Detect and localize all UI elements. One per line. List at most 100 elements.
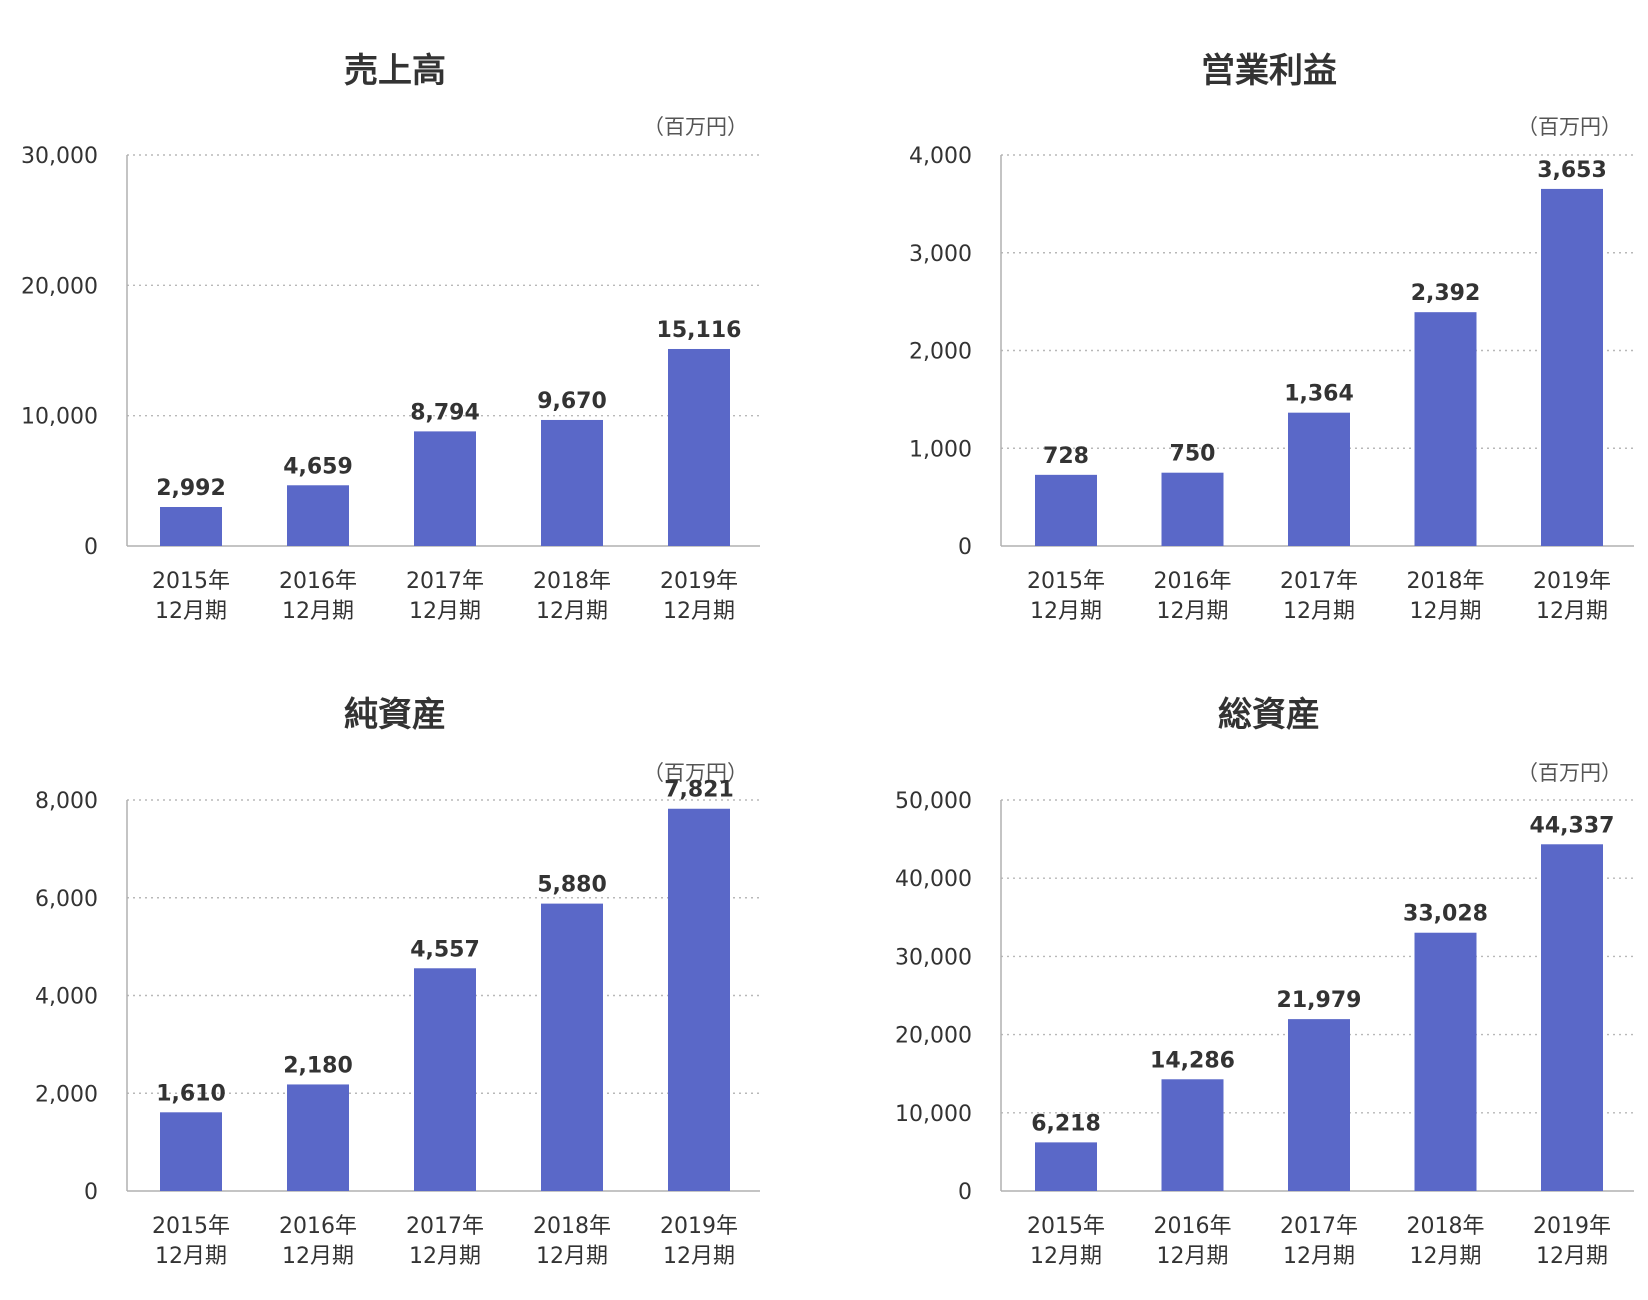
net-assets-y-tick-label: 4,000 [35, 985, 98, 1010]
sales-x-tick-label: 2016年 [279, 569, 357, 594]
sales-bar [287, 485, 349, 546]
net-assets-title: 純資産 [344, 695, 446, 735]
net-assets-y-tick-label: 2,000 [35, 1082, 98, 1107]
operating-income-data-label: 1,364 [1284, 382, 1354, 407]
sales-data-label: 15,116 [657, 318, 742, 343]
operating-income-unit-label: （百万円） [1517, 115, 1622, 139]
net-assets-data-label: 2,180 [283, 1053, 353, 1078]
sales-x-tick-label: 2019年 [660, 569, 738, 594]
sales-bar [414, 431, 476, 546]
total-assets-bar [1288, 1019, 1350, 1191]
operating-income-data-label: 3,653 [1537, 158, 1607, 183]
sales-chart: 売上高 （百万円） 0 10,000 20,000 30,000 2,992 2015年 12月… [21, 51, 760, 624]
operating-income-x-tick-label: 12月期 [1157, 599, 1229, 624]
operating-income-x-tick-label: 12月期 [1030, 599, 1102, 624]
operating-income-data-label: 750 [1170, 442, 1216, 467]
operating-income-y-tick-label: 1,000 [909, 437, 972, 462]
total-assets-x-tick-label: 12月期 [1283, 1244, 1355, 1269]
total-assets-y-tick-label: 50,000 [895, 789, 972, 814]
net-assets-x-tick-label: 12月期 [409, 1244, 481, 1269]
net-assets-unit-label: （百万円） [643, 761, 748, 785]
net-assets-bar [287, 1084, 349, 1191]
sales-bar [541, 419, 603, 546]
operating-income-x-tick-label: 2017年 [1280, 569, 1358, 594]
operating-income-bar [1541, 188, 1603, 546]
net-assets-x-tick-label: 12月期 [663, 1244, 735, 1269]
operating-income-x-tick-label: 2016年 [1154, 569, 1232, 594]
operating-income-data-label: 2,392 [1411, 281, 1481, 306]
total-assets-y-tick-label: 40,000 [895, 867, 972, 892]
sales-unit-label: （百万円） [643, 115, 748, 139]
total-assets-y-tick-label: 10,000 [895, 1102, 972, 1127]
total-assets-x-tick-label: 12月期 [1030, 1244, 1102, 1269]
sales-x-tick-label: 2018年 [533, 569, 611, 594]
total-assets-data-label: 33,028 [1403, 902, 1488, 927]
sales-y-tick-label: 20,000 [21, 274, 98, 299]
operating-income-x-tick-label: 2015年 [1027, 569, 1105, 594]
net-assets-x-tick-label: 12月期 [155, 1244, 227, 1269]
sales-x-tick-label: 12月期 [155, 599, 227, 624]
net-assets-bar [668, 808, 730, 1191]
sales-data-label: 2,992 [156, 476, 226, 501]
net-assets-data-label: 7,821 [664, 778, 734, 803]
total-assets-y-tick-label: 20,000 [895, 1024, 972, 1049]
net-assets-y-tick-label: 6,000 [35, 887, 98, 912]
operating-income-data-label: 728 [1043, 444, 1089, 469]
operating-income-y-tick-label: 2,000 [909, 340, 972, 365]
total-assets-data-label: 6,218 [1031, 1111, 1101, 1136]
total-assets-data-label: 21,979 [1277, 988, 1362, 1013]
sales-x-tick-label: 2017年 [406, 569, 484, 594]
total-assets-bar [1035, 1142, 1097, 1191]
sales-y-tick-label: 30,000 [21, 144, 98, 169]
sales-data-label: 8,794 [410, 400, 480, 425]
total-assets-x-tick-label: 12月期 [1157, 1244, 1229, 1269]
total-assets-x-tick-label: 2018年 [1407, 1214, 1485, 1239]
total-assets-x-tick-label: 2017年 [1280, 1214, 1358, 1239]
sales-x-tick-label: 12月期 [409, 599, 481, 624]
sales-data-label: 4,659 [283, 454, 353, 479]
total-assets-title: 総資産 [1218, 695, 1320, 735]
operating-income-y-tick-label: 3,000 [909, 242, 972, 267]
total-assets-data-label: 44,337 [1530, 813, 1615, 838]
total-assets-chart: 総資産 （百万円） 0 10,000 20,000 30,000 40,000 50,000 6… [895, 695, 1634, 1269]
net-assets-data-label: 5,880 [537, 873, 607, 898]
operating-income-x-tick-label: 12月期 [1410, 599, 1482, 624]
net-assets-bar [541, 903, 603, 1191]
net-assets-bar [160, 1112, 222, 1191]
operating-income-title: 営業利益 [1201, 51, 1337, 91]
total-assets-x-tick-label: 12月期 [1536, 1244, 1608, 1269]
net-assets-y-tick-label: 0 [84, 1180, 98, 1205]
total-assets-bar [1161, 1079, 1224, 1191]
net-assets-x-tick-label: 2018年 [533, 1214, 611, 1239]
net-assets-y-tick-label: 8,000 [35, 789, 98, 814]
total-assets-unit-label: （百万円） [1517, 761, 1622, 785]
net-assets-x-tick-label: 2019年 [660, 1214, 738, 1239]
sales-x-tick-label: 2015年 [152, 569, 230, 594]
sales-y-tick-label: 10,000 [21, 405, 98, 430]
sales-y-tick-label: 0 [84, 535, 98, 560]
net-assets-bar [414, 968, 476, 1191]
operating-income-x-tick-label: 12月期 [1536, 599, 1608, 624]
sales-data-label: 9,670 [537, 389, 607, 414]
sales-bar [668, 348, 730, 546]
operating-income-y-tick-label: 4,000 [909, 144, 972, 169]
operating-income-bar [1161, 472, 1224, 546]
total-assets-data-label: 14,286 [1150, 1048, 1235, 1073]
net-assets-x-tick-label: 2015年 [152, 1214, 230, 1239]
net-assets-chart: 純資産 （百万円） 0 2,000 4,000 6,000 8,000 1,610 2015年 1… [35, 695, 760, 1269]
sales-x-tick-label: 12月期 [663, 599, 735, 624]
sales-title: 売上高 [344, 51, 446, 91]
net-assets-x-tick-label: 2017年 [406, 1214, 484, 1239]
net-assets-x-tick-label: 12月期 [536, 1244, 608, 1269]
total-assets-x-tick-label: 2015年 [1027, 1214, 1105, 1239]
total-assets-x-tick-label: 2019年 [1533, 1214, 1611, 1239]
operating-income-bar [1288, 412, 1350, 546]
operating-income-x-tick-label: 12月期 [1283, 599, 1355, 624]
operating-income-bar [1035, 474, 1097, 546]
net-assets-data-label: 4,557 [410, 937, 480, 962]
operating-income-bar [1414, 312, 1477, 546]
total-assets-x-tick-label: 2016年 [1154, 1214, 1232, 1239]
operating-income-x-tick-label: 2018年 [1407, 569, 1485, 594]
total-assets-bar [1541, 844, 1603, 1191]
